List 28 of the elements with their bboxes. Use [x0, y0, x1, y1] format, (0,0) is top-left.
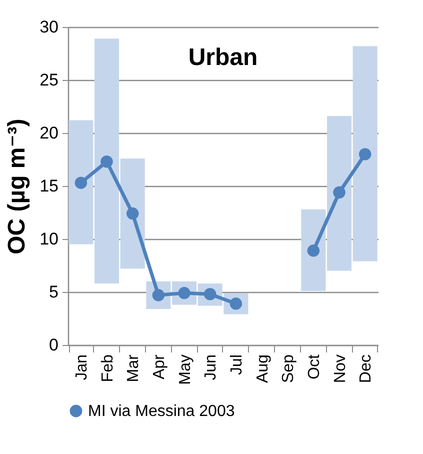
point [126, 207, 139, 220]
x-tick-label: Dec [358, 354, 375, 383]
x-tick-label: Oct [306, 354, 323, 380]
x-tick-label: Feb [99, 354, 116, 382]
text: Urban [188, 44, 258, 71]
y-tick-label: 20 [40, 124, 58, 142]
x-tick-label: Jan [73, 354, 90, 380]
x-tick-label: Mar [125, 354, 142, 382]
x-tick-label: Aug [254, 354, 272, 383]
y-tick-label: 30 [40, 18, 58, 36]
point [333, 186, 346, 198]
point [358, 148, 372, 160]
y-tick-label: 5 [49, 282, 58, 302]
x-tick-label: Sep [280, 354, 298, 383]
y-tick-label: 25 [40, 70, 58, 90]
x-tick-label: May [176, 354, 194, 385]
x-tick-label: Apr [150, 354, 168, 380]
x-tick-label: Jun [202, 354, 220, 380]
y-tick-label: 0 [49, 336, 58, 354]
point [307, 244, 320, 257]
y-axis-title: OC (µg m⁻³) [4, 118, 31, 254]
y-tick-label: 15 [40, 176, 58, 196]
legend-label: MI via Messina 2003 [88, 403, 235, 420]
y-tick-label: 10 [40, 230, 58, 248]
point [74, 176, 88, 189]
x-tick-label: Nov [332, 354, 349, 383]
x-tick-label: Jul [228, 354, 246, 375]
point [100, 156, 113, 168]
